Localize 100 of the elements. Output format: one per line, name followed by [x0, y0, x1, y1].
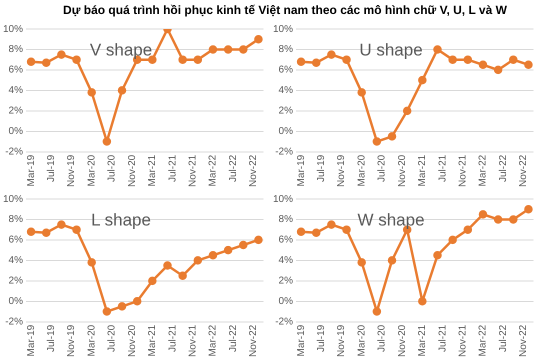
point — [433, 45, 442, 54]
point — [372, 137, 382, 146]
point — [372, 307, 382, 316]
x-tick-label: Jul-22 — [498, 324, 509, 352]
y-tick-label: 8% — [8, 44, 24, 56]
y-tick-label: 0% — [278, 296, 294, 308]
x-tick-label: Jul-21 — [437, 324, 448, 352]
x-tick-label: Mar-19 — [296, 154, 307, 186]
x-tick-label: Nov-21 — [458, 324, 469, 358]
x-tick-label: Mar-21 — [147, 324, 158, 356]
x-tick-label: Jul-22 — [228, 154, 239, 182]
point — [26, 57, 36, 66]
x-tick-label: Mar-20 — [356, 324, 368, 356]
point — [357, 258, 366, 267]
point — [87, 88, 96, 97]
x-tick-label: Mar-22 — [478, 324, 489, 356]
point — [254, 34, 263, 44]
x-tick-label: Jul-19 — [46, 324, 58, 352]
point — [148, 276, 157, 286]
y-tick-label: 2% — [8, 106, 24, 117]
x-tick-label: Nov-22 — [248, 154, 260, 188]
x-tick-label: Jul-21 — [167, 154, 178, 182]
x-tick-label: Mar-21 — [417, 154, 428, 186]
annotation: L shape — [91, 210, 151, 230]
point — [524, 204, 533, 214]
x-tick-label: Jul-22 — [498, 154, 509, 182]
x-tick-label: Mar-20 — [86, 324, 98, 356]
x-tick-label: Nov-19 — [66, 324, 78, 358]
x-tick-label: Nov-22 — [518, 154, 530, 188]
point — [327, 50, 336, 59]
point — [224, 45, 232, 54]
y-tick-label: 10% — [3, 194, 24, 205]
y-tick-label: 8% — [8, 214, 24, 226]
x-tick-label: Jul-19 — [316, 324, 328, 352]
x-tick-label: Jul-20 — [106, 324, 118, 352]
point — [478, 210, 488, 219]
point — [72, 225, 81, 234]
x-tick-label: Mar-20 — [356, 154, 368, 186]
point — [342, 55, 351, 64]
y-tick-label: -2% — [5, 146, 24, 158]
x-tick-label: Mar-21 — [147, 154, 158, 186]
point — [478, 60, 488, 70]
y-tick-label: 8% — [278, 44, 294, 56]
x-tick-label: Nov-20 — [126, 324, 138, 358]
point — [118, 86, 126, 95]
y-tick-label: 4% — [278, 85, 294, 96]
point — [402, 106, 412, 116]
x-tick-label: Jul-20 — [376, 154, 388, 182]
y-tick-label: -2% — [5, 316, 24, 328]
point — [342, 225, 351, 234]
y-tick-label: 4% — [8, 85, 24, 96]
point — [418, 76, 427, 84]
x-tick-label: Mar-22 — [208, 154, 219, 186]
x-tick-label: Nov-21 — [188, 154, 199, 188]
annotation: U shape — [359, 40, 423, 60]
point — [42, 58, 50, 68]
x-tick-label: Nov-20 — [396, 154, 408, 188]
point — [509, 55, 518, 64]
annotation: W shape — [357, 210, 425, 230]
point — [208, 251, 218, 260]
point — [163, 261, 172, 270]
x-tick-label: Mar-21 — [417, 324, 428, 356]
y-tick-label: 10% — [3, 24, 24, 35]
y-tick-label: 10% — [273, 24, 294, 35]
point — [194, 55, 202, 64]
chart-title: Dự báo quá trình hồi phục kinh tế Việt nam theo các mô hình chữ V, U, L và W — [62, 2, 508, 19]
x-tick-label: Jul-20 — [106, 154, 118, 182]
x-tick-label: Jul-19 — [46, 154, 58, 182]
point — [357, 88, 366, 97]
point — [296, 57, 306, 66]
point — [464, 55, 472, 64]
x-tick-label: Nov-21 — [458, 154, 469, 188]
point — [42, 228, 50, 238]
y-tick-label: -2% — [275, 146, 294, 158]
point — [102, 137, 112, 146]
point — [509, 215, 518, 224]
point — [464, 225, 472, 234]
y-tick-label: 6% — [8, 234, 24, 246]
y-tick-label: 10% — [273, 194, 294, 205]
point — [524, 60, 533, 70]
annotation: V shape — [90, 40, 152, 60]
point — [224, 246, 232, 254]
point — [26, 227, 36, 236]
y-tick-label: 6% — [8, 64, 24, 76]
x-tick-label: Nov-22 — [518, 324, 530, 358]
x-tick-label: Mar-20 — [86, 154, 98, 186]
y-tick-label: 8% — [278, 214, 294, 226]
y-tick-label: 4% — [8, 255, 24, 266]
x-tick-label: Jul-19 — [316, 154, 328, 182]
x-tick-label: Nov-22 — [248, 324, 260, 358]
point — [132, 297, 142, 306]
x-tick-label: Nov-20 — [126, 154, 138, 188]
point — [494, 66, 502, 74]
point — [327, 220, 336, 229]
x-tick-label: Nov-20 — [396, 324, 408, 358]
point — [194, 256, 202, 265]
x-tick-label: Jul-22 — [228, 324, 239, 352]
point — [72, 55, 81, 64]
x-tick-label: Mar-19 — [26, 154, 37, 186]
x-tick-label: Mar-19 — [296, 324, 307, 356]
